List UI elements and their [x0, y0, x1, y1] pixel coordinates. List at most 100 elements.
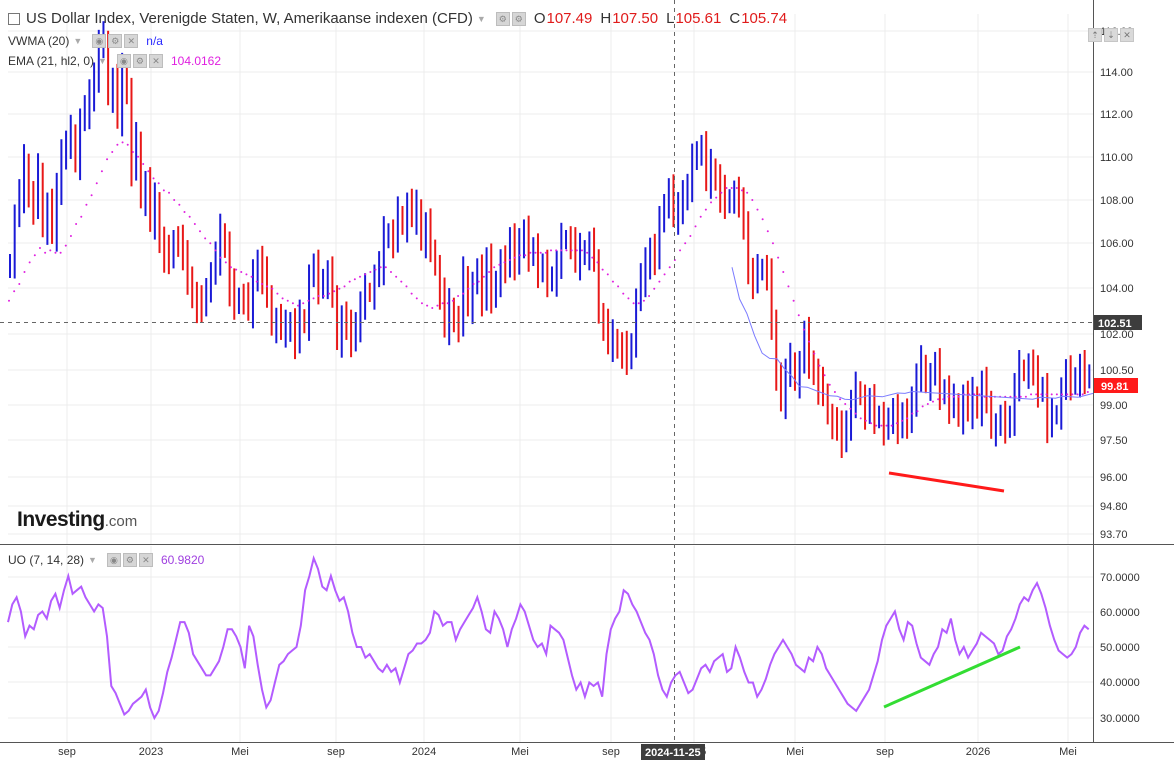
- ema-point: [1030, 393, 1033, 396]
- ema-point: [322, 295, 325, 297]
- ema-point: [668, 266, 671, 269]
- ema-point: [493, 266, 496, 269]
- ema-point: [348, 280, 351, 283]
- ema-point: [1040, 393, 1043, 396]
- ohlc-close-key: C: [729, 10, 741, 27]
- ema-point: [580, 249, 583, 252]
- ema-point: [240, 271, 243, 273]
- ema-point: [389, 271, 392, 273]
- close-icon[interactable]: ✕: [138, 553, 153, 567]
- ema-point: [364, 273, 367, 276]
- uo-tick-label: 30.0000: [1100, 713, 1140, 725]
- eye-icon[interactable]: ◉: [92, 34, 107, 48]
- ema-point: [64, 244, 67, 247]
- ema-point: [947, 395, 950, 398]
- close-icon[interactable]: ✕: [124, 34, 139, 48]
- pane-up-icon[interactable]: ⇡: [1088, 28, 1102, 42]
- ema-point: [235, 268, 238, 271]
- ema-point: [782, 271, 785, 273]
- ema-point: [611, 280, 614, 283]
- ema-point: [601, 268, 604, 271]
- chart-title: US Dollar Index, Verenigde Staten, W, Am…: [26, 10, 473, 27]
- ema-point: [137, 155, 140, 158]
- ema-point: [637, 302, 640, 305]
- crosshair-price-badge: [1094, 315, 1142, 330]
- price-tick-label: 96.00: [1100, 472, 1128, 484]
- title-tools: ⚙ ⚙: [495, 12, 526, 26]
- ema-label: EMA (21, hl2, 0): [8, 54, 95, 68]
- gear-icon[interactable]: ⚙: [132, 54, 147, 68]
- ema-point: [59, 251, 62, 254]
- ohlc-high-value: 107.50: [612, 10, 659, 27]
- ema-point: [297, 304, 300, 307]
- collapse-icon[interactable]: [8, 13, 20, 25]
- ema-point: [632, 302, 635, 305]
- ema-point: [761, 218, 764, 221]
- ema-tools: ◉ ⚙ ✕: [116, 54, 163, 68]
- uo-tick-label: 50.0000: [1100, 642, 1140, 654]
- pane-down-icon[interactable]: ⇣: [1104, 28, 1118, 42]
- ema-point: [1024, 395, 1027, 398]
- ema-point: [710, 201, 713, 204]
- gear-icon[interactable]: ⚙: [122, 553, 137, 567]
- ema-point: [808, 340, 811, 343]
- ema-point: [1086, 391, 1089, 393]
- ema-point: [369, 271, 372, 273]
- ema-value: 104.0162: [170, 54, 222, 68]
- eye-icon[interactable]: ◉: [106, 553, 121, 567]
- time-tick-label: Mei: [511, 746, 529, 758]
- ema-point: [209, 242, 212, 245]
- gear-icon[interactable]: ⚙: [511, 12, 526, 26]
- ema-point: [627, 297, 630, 300]
- gear-icon[interactable]: ⚙: [108, 34, 123, 48]
- ema-point: [441, 302, 444, 305]
- ema-point: [116, 143, 119, 146]
- ema-point: [384, 266, 387, 269]
- main-legend: US Dollar Index, Verenigde Staten, W, Am…: [8, 9, 787, 29]
- vwma-value: n/a: [146, 34, 163, 48]
- eye-icon[interactable]: ◉: [116, 54, 131, 68]
- vwma-legend-row[interactable]: VWMA (20) ▼ ◉ ⚙ ✕ n/a: [8, 31, 221, 51]
- ema-point: [534, 251, 537, 254]
- ema-point: [317, 295, 320, 297]
- ohlc-close-value: 105.74: [741, 10, 788, 27]
- ema-point: [849, 407, 852, 410]
- ema-point: [28, 261, 31, 264]
- ema-point: [271, 287, 274, 290]
- ema-point: [756, 208, 759, 211]
- ema-point: [931, 400, 934, 403]
- ema-point: [751, 199, 754, 201]
- title-dropdown-icon[interactable]: ▼: [476, 14, 486, 24]
- ema-point: [740, 189, 743, 192]
- ema-point: [90, 194, 93, 197]
- time-tick-label: Mei: [231, 746, 249, 758]
- ohlc-open-value: 107.49: [546, 10, 593, 27]
- settings-icon[interactable]: ⚙: [495, 12, 510, 26]
- ema-point: [147, 170, 150, 173]
- ema-point: [890, 424, 893, 427]
- ema-point: [333, 290, 336, 293]
- ema-point: [586, 251, 589, 254]
- close-icon[interactable]: ✕: [148, 54, 163, 68]
- price-tick-label: 110.00: [1100, 152, 1133, 164]
- vwma-dropdown-icon[interactable]: ▼: [73, 36, 83, 46]
- price-tick-label: 94.80: [1100, 501, 1128, 513]
- crosshair-price-label: 102.51: [1098, 318, 1132, 330]
- ema-dropdown-icon[interactable]: ▼: [98, 56, 107, 66]
- ema-point: [596, 261, 599, 264]
- ema-point: [895, 422, 898, 425]
- ema-point: [550, 249, 552, 252]
- ema-point: [663, 273, 666, 276]
- uo-dropdown-icon[interactable]: ▼: [88, 555, 97, 565]
- uo-legend-row[interactable]: UO (7, 14, 28) ▼ ◉ ⚙ ✕ 60.9820: [8, 550, 204, 570]
- ema-point: [33, 254, 36, 257]
- ema-point: [359, 275, 362, 278]
- ema-legend-row[interactable]: EMA (21, hl2, 0) ▼ ◉ ⚙ ✕ 104.0162: [8, 51, 221, 71]
- ema-point: [121, 141, 124, 144]
- ema-point: [978, 393, 981, 396]
- ema-point: [69, 235, 72, 237]
- pane-close-icon[interactable]: ✕: [1120, 28, 1134, 42]
- ema-point: [787, 285, 790, 288]
- ema-point: [462, 292, 465, 295]
- ema-point: [575, 249, 578, 252]
